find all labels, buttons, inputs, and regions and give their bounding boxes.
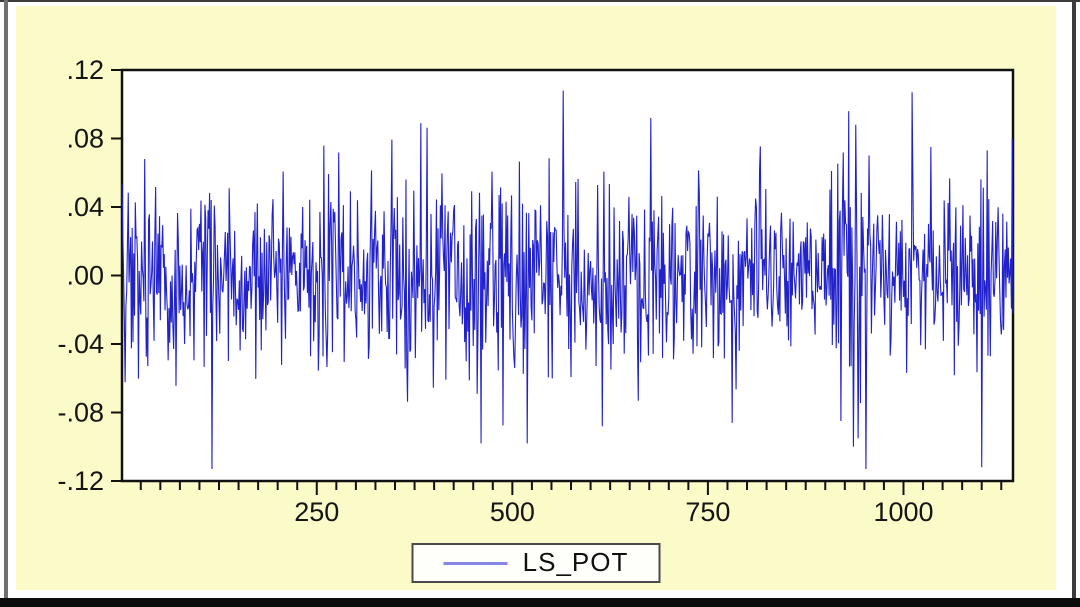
y-tick-label: -.04 [57,329,104,359]
legend-series-label: LS_POT [522,547,629,577]
legend-line-sample-icon [443,561,508,565]
y-tick-label: .04 [66,192,104,222]
x-tick-label: 500 [490,497,535,527]
y-tick-label: .08 [66,124,104,154]
y-tick-label: -.12 [57,466,104,496]
y-tick-label: .12 [66,55,104,85]
x-tick-label: 750 [685,497,730,527]
window-border-top [0,0,1080,2]
window-border-left [4,0,8,598]
chart-panel: .12 .08 .04 .00 -.04 -.08 -.12 250 500 750 1000 LS… [16,6,1056,590]
series-line-ls-pot [121,90,1014,470]
y-tick-label: -.08 [57,398,104,428]
x-tick-label: 1000 [873,497,933,527]
window-border-right [1072,0,1076,598]
x-tick-label: 250 [294,497,339,527]
y-tick-label: .00 [66,261,104,291]
legend: LS_POT [411,543,661,583]
window-border-bottom [0,598,1080,607]
time-series-plot: .12 .08 .04 .00 -.04 -.08 -.12 250 500 750 1000 [57,55,1015,527]
